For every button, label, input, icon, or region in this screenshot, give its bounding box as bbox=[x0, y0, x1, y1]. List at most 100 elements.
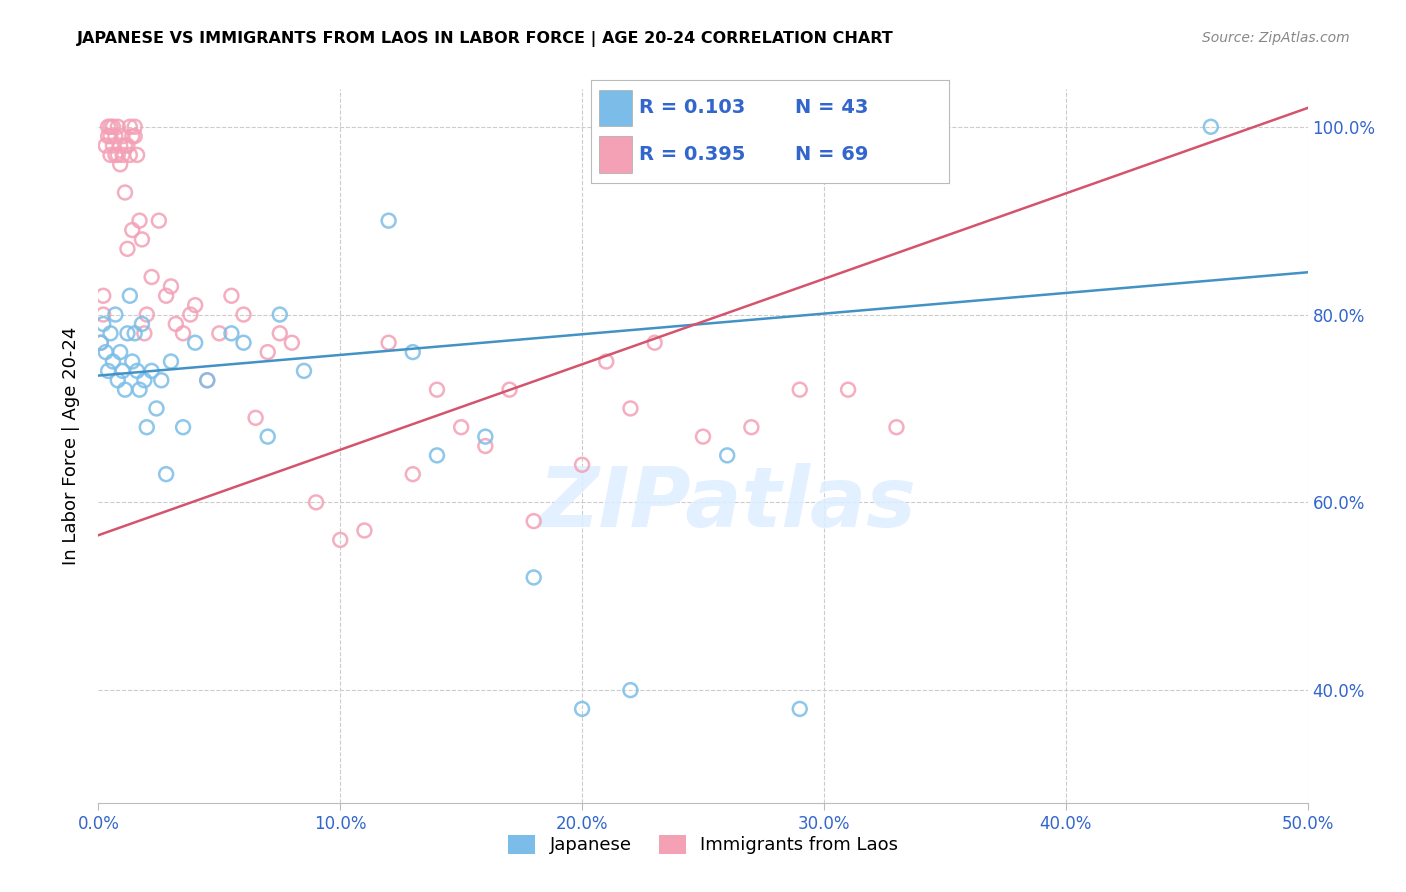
Point bbox=[426, 449, 449, 463]
Point bbox=[124, 326, 146, 341]
Point bbox=[377, 213, 399, 227]
Text: N = 43: N = 43 bbox=[794, 98, 869, 118]
Point bbox=[184, 298, 207, 312]
Point bbox=[107, 373, 129, 387]
Point bbox=[108, 157, 131, 171]
Point bbox=[150, 373, 173, 387]
FancyBboxPatch shape bbox=[599, 136, 631, 173]
Point bbox=[118, 289, 141, 303]
Point bbox=[329, 533, 352, 547]
Point bbox=[148, 213, 170, 227]
Point bbox=[104, 148, 127, 162]
Point bbox=[1199, 120, 1222, 134]
Point bbox=[97, 129, 120, 144]
Point bbox=[114, 138, 136, 153]
Point bbox=[131, 232, 153, 246]
Point bbox=[135, 308, 157, 322]
Point bbox=[523, 570, 546, 584]
Point bbox=[117, 138, 139, 153]
Point bbox=[619, 683, 641, 698]
Point bbox=[97, 120, 120, 134]
Point bbox=[121, 354, 143, 368]
Point bbox=[644, 335, 666, 350]
Text: Source: ZipAtlas.com: Source: ZipAtlas.com bbox=[1202, 31, 1350, 45]
Point bbox=[160, 279, 183, 293]
Point bbox=[114, 383, 136, 397]
Point bbox=[221, 289, 243, 303]
Point bbox=[128, 383, 150, 397]
Point bbox=[118, 148, 141, 162]
Point bbox=[269, 308, 291, 322]
Point bbox=[94, 345, 117, 359]
Point bbox=[692, 429, 714, 443]
Point bbox=[256, 345, 278, 359]
Point bbox=[498, 383, 520, 397]
Point bbox=[571, 702, 593, 716]
Point bbox=[474, 429, 496, 443]
Text: N = 69: N = 69 bbox=[794, 145, 869, 163]
Point bbox=[121, 129, 143, 144]
Point bbox=[450, 420, 472, 434]
Point bbox=[789, 702, 811, 716]
Point bbox=[127, 148, 149, 162]
Point bbox=[172, 420, 194, 434]
Point bbox=[91, 289, 114, 303]
Point bbox=[124, 120, 146, 134]
Point bbox=[208, 326, 231, 341]
Point bbox=[100, 148, 122, 162]
Text: ZIPatlas: ZIPatlas bbox=[538, 463, 917, 543]
Point bbox=[94, 138, 117, 153]
Point bbox=[232, 308, 254, 322]
Point bbox=[165, 317, 187, 331]
Point bbox=[100, 129, 122, 144]
Point bbox=[195, 373, 218, 387]
Point bbox=[245, 410, 267, 425]
Point bbox=[195, 373, 218, 387]
Point bbox=[141, 364, 163, 378]
FancyBboxPatch shape bbox=[599, 89, 631, 127]
Point bbox=[305, 495, 328, 509]
Point bbox=[837, 383, 859, 397]
Point bbox=[121, 223, 143, 237]
Point bbox=[141, 270, 163, 285]
Text: JAPANESE VS IMMIGRANTS FROM LAOS IN LABOR FORCE | AGE 20-24 CORRELATION CHART: JAPANESE VS IMMIGRANTS FROM LAOS IN LABO… bbox=[77, 31, 894, 47]
Point bbox=[523, 514, 546, 528]
Point bbox=[402, 467, 425, 482]
Point bbox=[155, 467, 177, 482]
Point bbox=[131, 317, 153, 331]
Point bbox=[124, 129, 146, 144]
Point bbox=[100, 326, 122, 341]
Point bbox=[292, 364, 315, 378]
Point bbox=[91, 317, 114, 331]
Point bbox=[128, 213, 150, 227]
Point bbox=[135, 420, 157, 434]
Point bbox=[104, 129, 127, 144]
Point bbox=[90, 335, 112, 350]
Point bbox=[101, 120, 124, 134]
Point bbox=[886, 420, 908, 434]
Point bbox=[104, 308, 127, 322]
Point bbox=[118, 120, 141, 134]
Y-axis label: In Labor Force | Age 20-24: In Labor Force | Age 20-24 bbox=[62, 326, 80, 566]
Point bbox=[426, 383, 449, 397]
Point bbox=[107, 120, 129, 134]
Point bbox=[117, 326, 139, 341]
Point bbox=[155, 289, 177, 303]
Point bbox=[353, 524, 375, 538]
Legend: Japanese, Immigrants from Laos: Japanese, Immigrants from Laos bbox=[501, 828, 905, 862]
Point bbox=[111, 129, 134, 144]
Point bbox=[184, 335, 207, 350]
Point bbox=[117, 242, 139, 256]
Point bbox=[114, 186, 136, 200]
Point bbox=[90, 335, 112, 350]
Point bbox=[100, 120, 122, 134]
Text: R = 0.395: R = 0.395 bbox=[638, 145, 745, 163]
Point bbox=[716, 449, 738, 463]
Point bbox=[134, 326, 156, 341]
Point bbox=[101, 354, 124, 368]
Point bbox=[172, 326, 194, 341]
Point bbox=[221, 326, 243, 341]
Point bbox=[108, 345, 131, 359]
Point bbox=[179, 308, 201, 322]
Point bbox=[281, 335, 304, 350]
